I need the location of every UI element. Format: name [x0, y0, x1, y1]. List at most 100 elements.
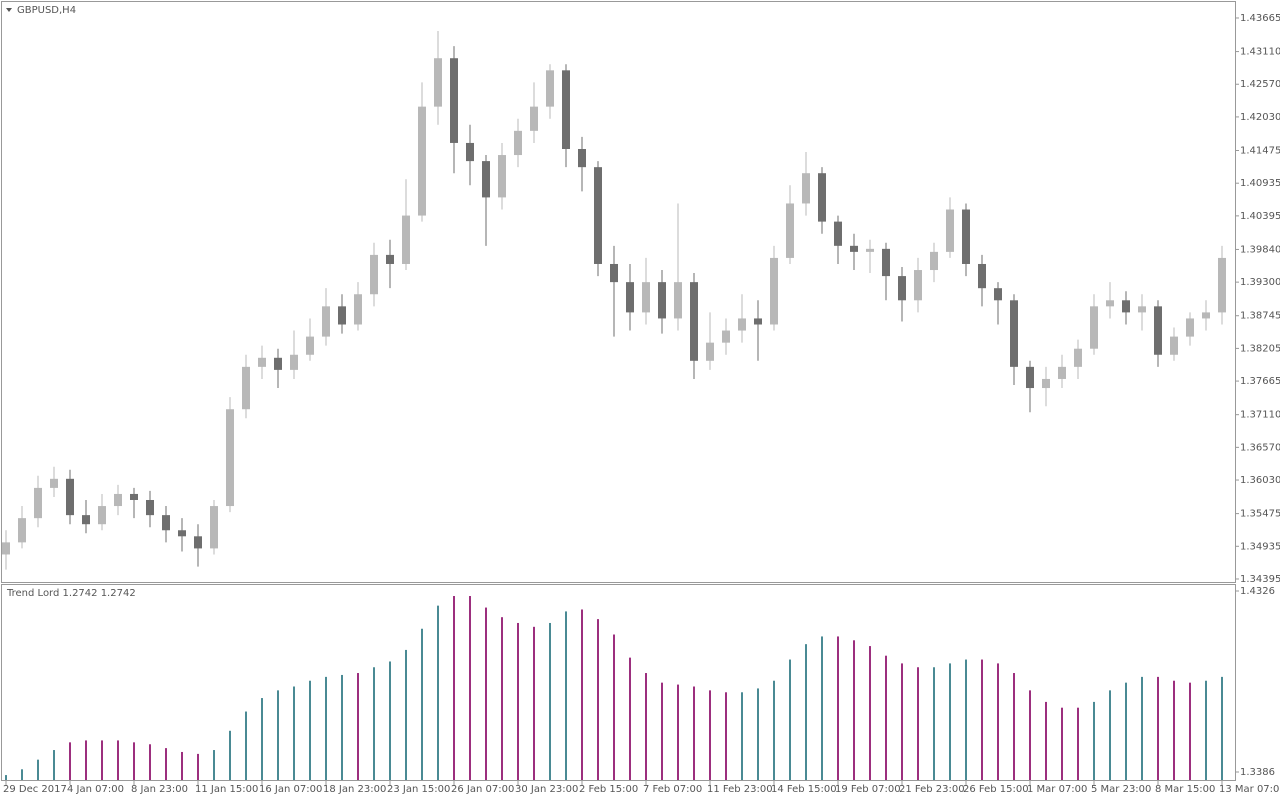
histogram-bar [597, 619, 599, 780]
x-tick-label: 4 Jan 07:00 [67, 784, 124, 795]
candle-body [978, 263, 986, 289]
histogram-bar [133, 742, 135, 780]
histogram-bar [1061, 707, 1063, 780]
dropdown-icon[interactable] [6, 8, 12, 12]
candle-body [306, 336, 314, 355]
y-tick-label: 1.36570 [1240, 442, 1280, 453]
candle-body [1042, 378, 1050, 389]
y-tick-label: 1.39300 [1240, 277, 1280, 288]
candle-body [34, 487, 42, 519]
chart-title: GBPUSD,H4 [17, 5, 76, 16]
x-tick-label: 23 Jan 15:00 [387, 784, 450, 795]
histogram-bar [853, 640, 855, 780]
histogram-bar [965, 659, 967, 780]
candle-body [1122, 300, 1130, 313]
histogram-bar [1109, 690, 1111, 780]
histogram-bar [5, 775, 7, 780]
candle-body [2, 542, 10, 555]
candle-body [466, 142, 474, 162]
histogram-bar [1157, 676, 1159, 780]
y-tick-label: 1.40395 [1240, 211, 1280, 222]
histogram-bar [453, 596, 455, 780]
histogram-bar [517, 622, 519, 780]
histogram-bar [325, 676, 327, 780]
histogram-bar [773, 680, 775, 780]
candle-body [898, 276, 906, 301]
y-tick-label: 1.43665 [1240, 13, 1280, 24]
candle-body [1010, 300, 1018, 367]
histogram-bar [101, 740, 103, 780]
histogram-bar [213, 750, 215, 780]
histogram-bar [613, 634, 615, 780]
y-tick-label: 1.43110 [1240, 47, 1280, 58]
x-tick-label: 11 Jan 15:00 [195, 784, 258, 795]
x-tick-label: 7 Feb 07:00 [643, 784, 702, 795]
histogram-bar [1093, 701, 1095, 780]
candle-body [562, 70, 570, 149]
histogram-bar [949, 663, 951, 780]
histogram-bar [1205, 680, 1207, 780]
y-tick-label: 1.35475 [1240, 509, 1280, 520]
y-tick-label: 1.42030 [1240, 112, 1280, 123]
main-panel-frame [1, 1, 1236, 583]
histogram-bar [85, 740, 87, 780]
histogram-bar [165, 748, 167, 780]
histogram-bar [69, 742, 71, 780]
candle-body [498, 155, 506, 198]
candle-body [482, 161, 490, 198]
histogram-bar [181, 751, 183, 780]
histogram-bar [1013, 673, 1015, 780]
histogram-bar [53, 750, 55, 780]
histogram-bar [389, 661, 391, 780]
candle-body [1202, 312, 1210, 319]
histogram-bar [693, 686, 695, 780]
y-tick-label: 1.38745 [1240, 311, 1280, 322]
candle-body [1106, 300, 1114, 307]
candle-body [258, 357, 266, 367]
histogram-bar [117, 740, 119, 780]
candle-body [690, 282, 698, 361]
histogram-bar [341, 674, 343, 780]
candle-body [802, 173, 810, 204]
candle-body [530, 106, 538, 131]
candle-body [114, 493, 122, 507]
histogram-bar [549, 622, 551, 780]
histogram-bar [901, 663, 903, 780]
histogram-bar [261, 698, 263, 780]
y-tick-label: 1.37110 [1240, 410, 1280, 421]
candle-body [818, 173, 826, 222]
histogram-bar [437, 605, 439, 780]
candle-body [434, 58, 442, 107]
x-tick-label: 16 Jan 07:00 [259, 784, 322, 795]
candle-body [706, 342, 714, 361]
candle-body [450, 58, 458, 143]
x-tick-label: 19 Feb 07:00 [835, 784, 901, 795]
candle-body [178, 530, 186, 537]
candle-body [162, 515, 170, 531]
y-tick-label: 1.42570 [1240, 79, 1280, 90]
candle-body [1154, 306, 1162, 355]
histogram-bar [1029, 690, 1031, 780]
candle-body [194, 536, 202, 549]
histogram-bar [981, 659, 983, 780]
histogram-bar [293, 686, 295, 780]
candle-body [834, 221, 842, 246]
x-tick-label: 8 Mar 15:00 [1155, 784, 1215, 795]
candle-body [146, 499, 154, 516]
histogram-bar [757, 688, 759, 780]
histogram-bar [1173, 680, 1175, 780]
x-tick-label: 1 Mar 07:00 [1027, 784, 1087, 795]
candle-body [946, 209, 954, 252]
x-tick-label: 21 Feb 23:00 [899, 784, 965, 795]
x-tick-label: 29 Dec 2017 [3, 784, 67, 795]
histogram-bar [405, 649, 407, 780]
candle-body [722, 330, 730, 343]
histogram-bar [1045, 701, 1047, 780]
histogram-bar [805, 644, 807, 780]
candle-body [674, 282, 682, 319]
candle-body [546, 70, 554, 107]
y-tick-label: 1.40935 [1240, 178, 1280, 189]
candle-body [850, 245, 858, 252]
